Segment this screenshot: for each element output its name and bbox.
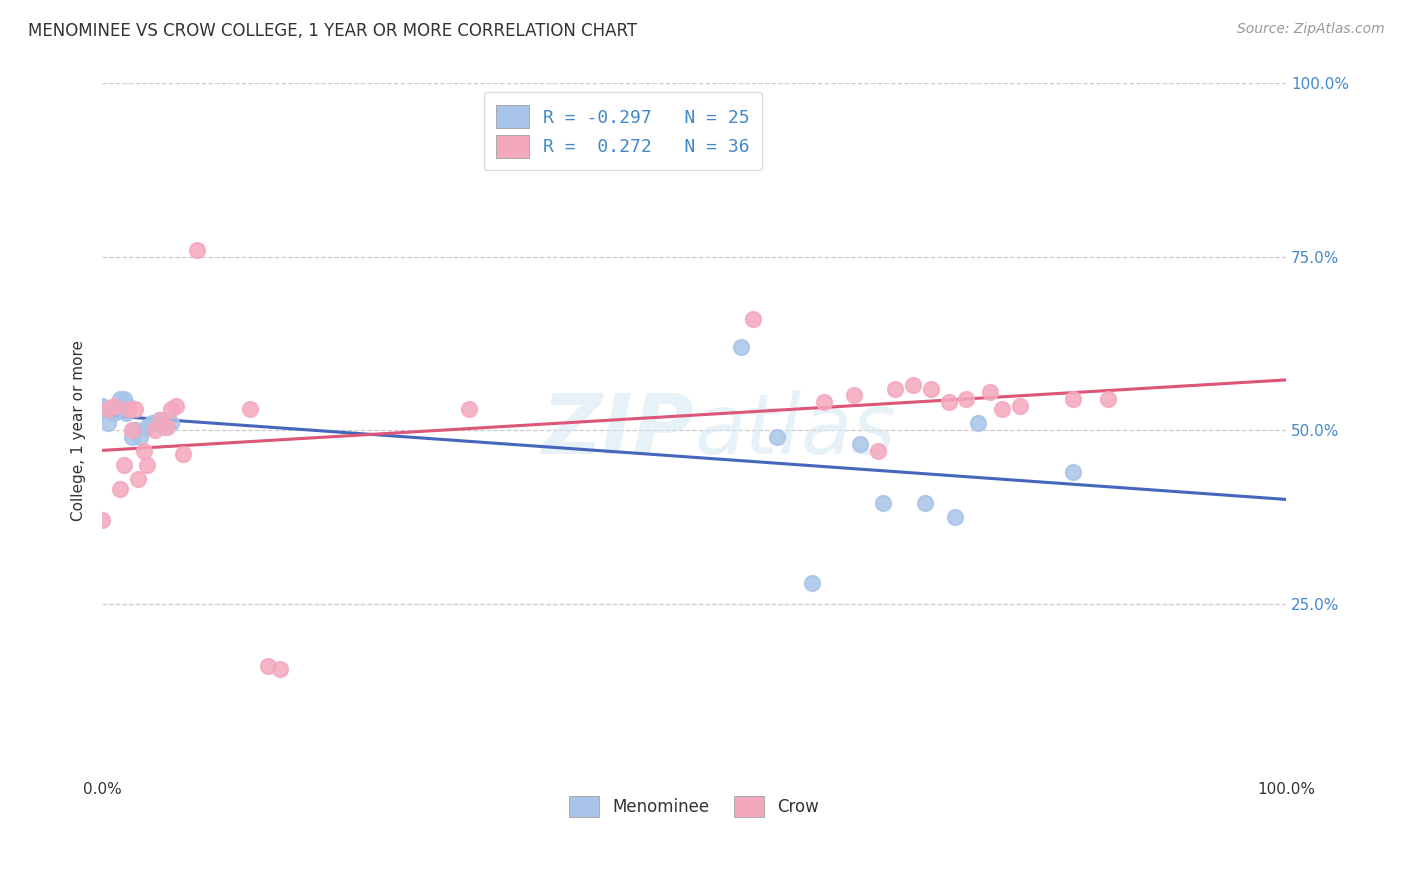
Point (150, 413, 173, 427)
Point (730, 340, 752, 354)
Y-axis label: College, 1 year or more: College, 1 year or more (72, 340, 86, 521)
Point (955, 392, 977, 406)
Point (124, 423, 146, 437)
Point (91, 399, 114, 413)
Point (136, 458, 159, 472)
Point (943, 509, 966, 524)
Text: MENOMINEE VS CROW COLLEGE, 1 YEAR OR MORE CORRELATION CHART: MENOMINEE VS CROW COLLEGE, 1 YEAR OR MOR… (28, 22, 637, 40)
Point (91, 513, 114, 527)
Point (884, 382, 907, 396)
Point (938, 395, 960, 409)
Point (124, 402, 146, 417)
Point (849, 437, 872, 451)
Point (117, 402, 139, 417)
Point (160, 402, 183, 417)
Point (742, 312, 765, 326)
Point (872, 496, 894, 510)
Point (115, 406, 138, 420)
Point (108, 392, 131, 406)
Text: ZIP: ZIP (541, 390, 695, 471)
Point (172, 447, 194, 461)
Point (156, 419, 179, 434)
Text: Source: ZipAtlas.com: Source: ZipAtlas.com (1237, 22, 1385, 37)
Point (801, 575, 824, 590)
Point (121, 423, 143, 437)
Point (914, 496, 936, 510)
Point (127, 472, 149, 486)
Point (165, 399, 187, 413)
Point (1062, 392, 1084, 406)
Point (186, 243, 208, 257)
Point (117, 399, 139, 413)
Point (136, 419, 159, 434)
Point (103, 406, 125, 420)
Point (91, 402, 114, 417)
Point (145, 423, 167, 437)
Point (121, 430, 143, 444)
Point (239, 402, 262, 417)
Point (97, 416, 120, 430)
Point (112, 392, 135, 406)
Point (920, 382, 942, 396)
Point (257, 659, 280, 673)
Point (112, 458, 135, 472)
Point (97, 402, 120, 417)
Point (148, 413, 170, 427)
Point (1062, 465, 1084, 479)
Point (979, 384, 1001, 399)
Point (967, 416, 990, 430)
Point (1008, 399, 1031, 413)
Legend: Menominee, Crow: Menominee, Crow (562, 789, 825, 824)
Point (866, 444, 889, 458)
Point (160, 416, 183, 430)
Point (901, 378, 924, 392)
Point (141, 416, 163, 430)
Point (813, 395, 835, 409)
Point (132, 444, 155, 458)
Point (458, 402, 481, 417)
Point (103, 399, 125, 413)
Point (842, 388, 865, 402)
Point (269, 662, 291, 676)
Point (991, 402, 1014, 417)
Point (766, 430, 789, 444)
Point (108, 482, 131, 496)
Point (1097, 392, 1119, 406)
Text: atlas: atlas (695, 390, 896, 471)
Point (129, 430, 152, 444)
Point (152, 419, 174, 434)
